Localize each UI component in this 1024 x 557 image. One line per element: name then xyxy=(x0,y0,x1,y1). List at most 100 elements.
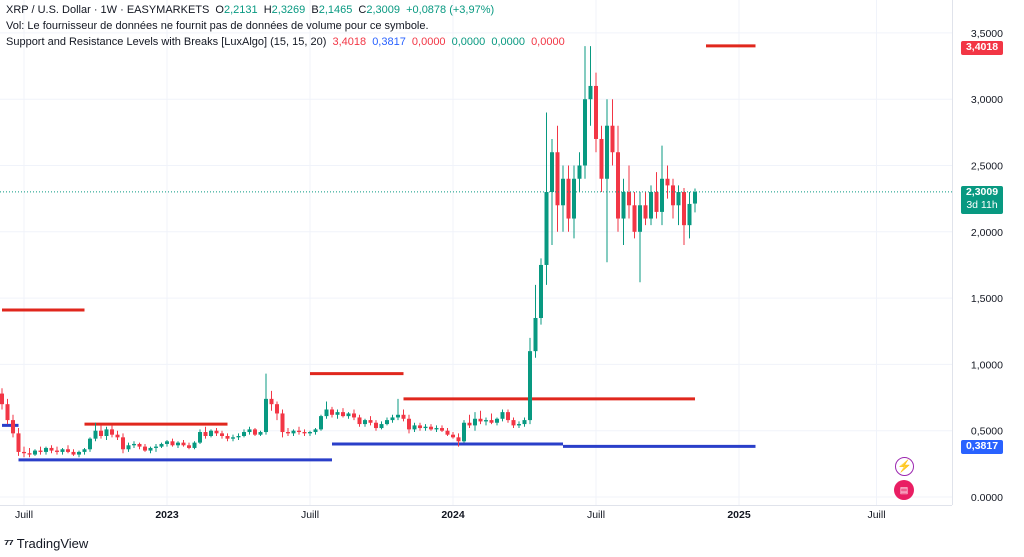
indicator-value-5: 0,0000 xyxy=(491,36,525,48)
candle-body xyxy=(187,445,191,448)
x-tick-label: 2023 xyxy=(155,509,179,521)
candle-body xyxy=(88,438,92,450)
candle-body xyxy=(533,317,538,352)
volume-note: Vol: Le fournisseur de données ne fourni… xyxy=(6,20,429,32)
candle-body xyxy=(379,424,384,429)
candle-body xyxy=(484,420,488,422)
bolt-icon[interactable]: ⚡ xyxy=(895,457,914,476)
candle-body xyxy=(517,424,521,426)
candle-body xyxy=(220,433,224,437)
candle-body xyxy=(352,413,356,418)
candle-body xyxy=(275,404,279,414)
grid-lines xyxy=(0,0,952,505)
y-tick-label: 3,5000 xyxy=(971,28,1003,40)
candle-body xyxy=(572,178,576,219)
indicator-value-6: 0,0000 xyxy=(531,36,565,48)
x-tick-label: Juill xyxy=(867,509,885,521)
candle-body xyxy=(176,442,180,446)
candle-body xyxy=(616,152,620,219)
tradingview-logo[interactable]: ⁷⁷ TradingView xyxy=(4,536,88,551)
candle-body xyxy=(401,414,406,419)
x-tick-label: 2025 xyxy=(727,509,751,521)
x-tick-label: Juill xyxy=(301,509,319,521)
candle-body xyxy=(44,447,48,452)
indicator-value-support: 0,3817 xyxy=(372,36,406,48)
candle-body xyxy=(583,99,587,166)
candle-body xyxy=(368,420,373,423)
candle-body xyxy=(649,192,653,219)
high-label: H xyxy=(263,4,272,16)
candle-body xyxy=(687,203,692,226)
candle-body xyxy=(561,178,565,206)
candle-body xyxy=(126,445,131,450)
candle-body xyxy=(330,409,334,415)
candle-body xyxy=(93,430,98,439)
candle-body xyxy=(528,351,532,421)
candle-body xyxy=(660,178,664,212)
low-label: B xyxy=(311,4,319,16)
us-flag-icon[interactable]: ▤ xyxy=(894,480,914,500)
candle-body xyxy=(110,429,114,435)
candle-body xyxy=(115,434,120,438)
support-resistance-levels xyxy=(2,44,756,462)
symbol-legend[interactable]: XRP / U.S. Dollar · 1W · EASYMARKETS O 2,… xyxy=(6,4,500,16)
indicator-legend[interactable]: Support and Resistance Levels with Break… xyxy=(6,36,568,48)
y-tick-label: 0.0000 xyxy=(971,492,1003,504)
candle-body xyxy=(396,414,400,418)
candle-body xyxy=(638,205,642,232)
candle-body xyxy=(22,451,26,454)
candle-body xyxy=(489,420,494,423)
candle-body xyxy=(346,413,351,417)
candle-body xyxy=(605,125,609,179)
candle-body xyxy=(71,451,76,455)
candle-body xyxy=(148,447,153,451)
candle-body xyxy=(264,398,268,433)
x-axis[interactable]: Juill 2023 Juill 2024 Juill 2025 Juill xyxy=(0,505,952,522)
candle-body xyxy=(676,192,681,206)
candle-body xyxy=(390,417,395,421)
candle-body xyxy=(132,443,136,446)
resistance-price-badge: 3,4018 xyxy=(961,41,1003,55)
candle-body xyxy=(374,422,378,429)
candle-body xyxy=(627,192,631,206)
candle-body xyxy=(49,447,54,451)
candle-body xyxy=(291,430,296,434)
candle-body xyxy=(82,449,87,452)
candle-body xyxy=(643,205,648,219)
candle-body xyxy=(462,422,466,442)
candle-body xyxy=(665,178,670,186)
open-label: O xyxy=(215,4,224,16)
low-value: 2,1465 xyxy=(318,4,353,16)
candle-body xyxy=(456,437,461,442)
candle-body xyxy=(467,422,472,426)
indicator-name[interactable]: Support and Resistance Levels with Break… xyxy=(6,36,327,48)
candle-body xyxy=(451,434,455,438)
candle-body xyxy=(137,443,142,447)
candle-body xyxy=(594,85,598,139)
candle-body xyxy=(297,430,301,433)
candle-body xyxy=(308,432,312,434)
candle-body xyxy=(192,442,197,448)
candle-body xyxy=(242,432,246,437)
candle-body xyxy=(258,432,263,435)
x-tick-label: Juill xyxy=(587,509,605,521)
candle-body xyxy=(429,426,433,430)
candle-body xyxy=(550,152,554,193)
symbol-title[interactable]: XRP / U.S. Dollar · 1W · EASYMARKETS xyxy=(6,4,210,16)
candle-body xyxy=(407,418,411,430)
candle-body xyxy=(280,413,285,433)
candle-body xyxy=(0,393,4,405)
candle-body xyxy=(55,450,59,452)
candle-body xyxy=(236,436,241,438)
indicator-value-4: 0,0000 xyxy=(451,36,486,48)
candle-body xyxy=(11,420,15,434)
candle-body xyxy=(357,417,362,425)
y-axis[interactable]: 3,5000 3,0000 2,5000 2,0000 1,5000 1,0000 0,50… xyxy=(952,0,1004,505)
candle-body xyxy=(363,420,367,425)
candle-body xyxy=(269,398,274,405)
candle-body xyxy=(434,428,439,430)
candle-body xyxy=(27,453,32,455)
candle-body xyxy=(5,404,10,421)
candle-body xyxy=(33,450,37,455)
